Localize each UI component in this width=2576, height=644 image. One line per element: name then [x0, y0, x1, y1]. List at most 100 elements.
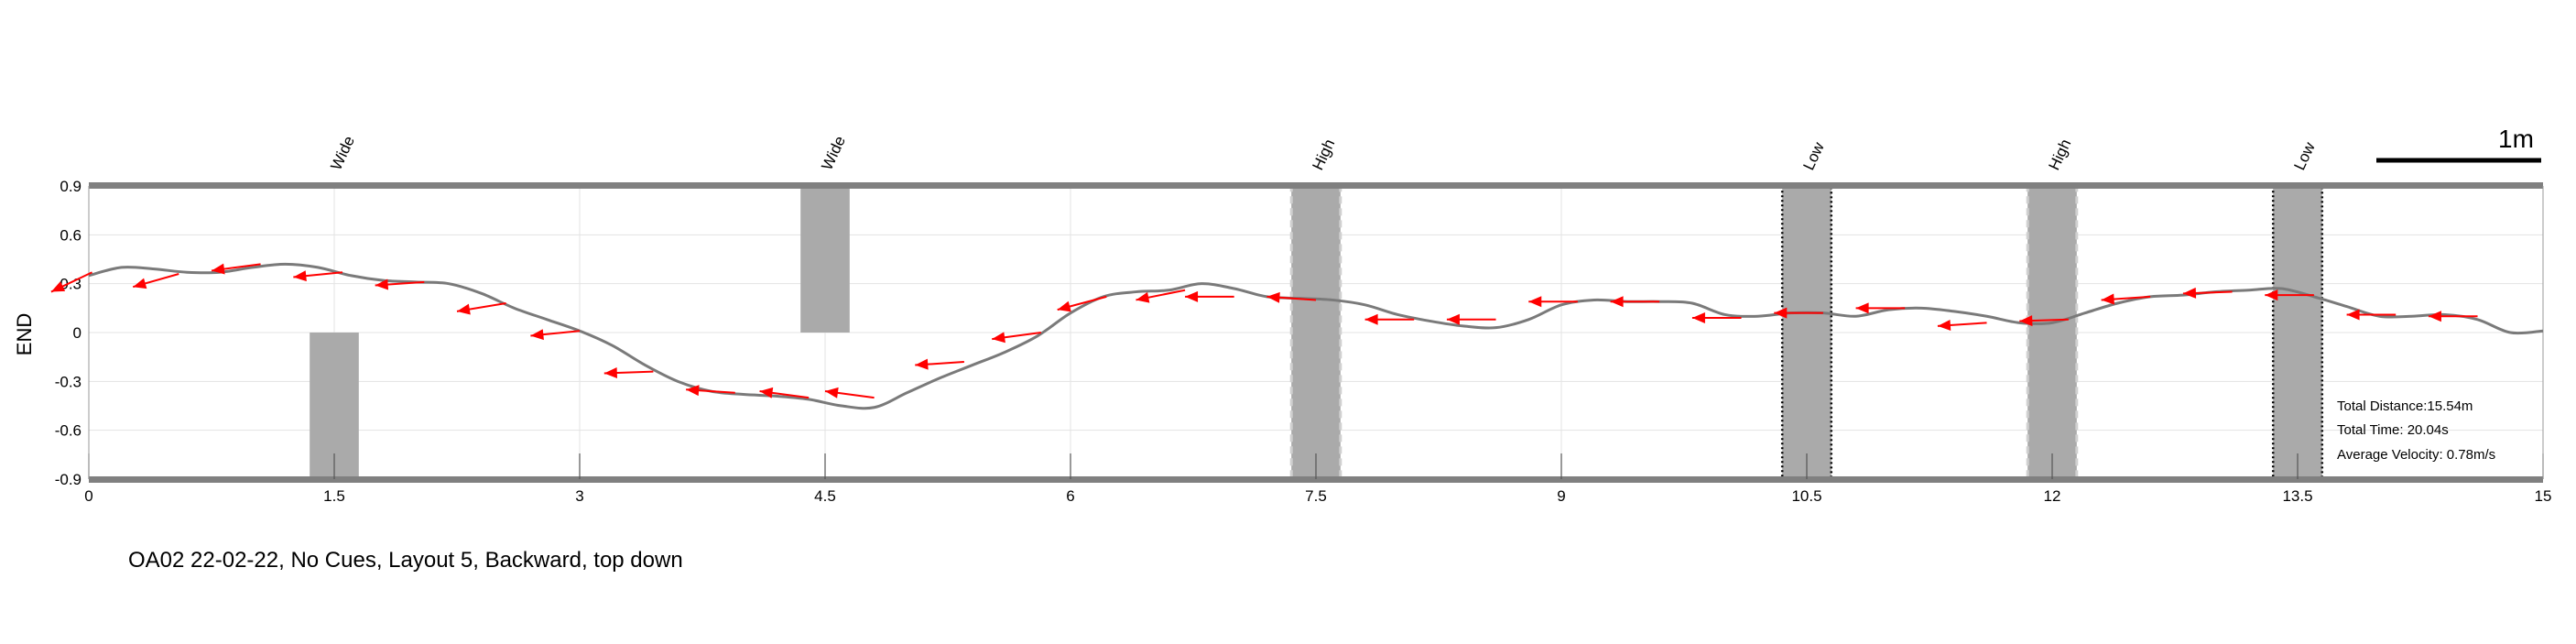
stat-total-time: Total Time: 20.04s	[2337, 422, 2449, 438]
heading-arrow	[915, 358, 964, 370]
obstacle-wide	[800, 186, 850, 333]
heading-arrow	[1937, 319, 1987, 331]
heading-arrow	[1057, 295, 1107, 312]
heading-arrow-head	[1855, 302, 1869, 314]
trajectory-series	[88, 262, 2544, 410]
heading-arrow-head	[2019, 315, 2033, 327]
heading-arrow-head	[825, 387, 839, 398]
heading-arrow	[456, 302, 506, 315]
x-tick-label: 0	[84, 487, 92, 505]
figure-caption: OA02 22-02-22, No Cues, Layout 5, Backwa…	[128, 548, 683, 573]
heading-arrow	[1136, 289, 1186, 303]
heading-arrow-head	[2346, 309, 2360, 321]
stat-average-velocity: Average Velocity: 0.78m/s	[2337, 447, 2495, 463]
x-tick-label: 7.5	[1305, 487, 1327, 505]
heading-arrow-head	[2182, 287, 2197, 299]
heading-arrow	[1185, 290, 1234, 302]
y-tick-label: 0.6	[60, 226, 82, 244]
heading-arrow-head	[133, 278, 147, 289]
heading-arrow	[2428, 311, 2478, 322]
heading-arrow	[132, 273, 179, 289]
heading-arrow-head	[1610, 296, 1624, 308]
x-tick-label: 9	[1557, 487, 1565, 505]
heading-arrow-head	[457, 303, 471, 315]
heading-arrow-head	[2428, 311, 2441, 322]
heading-arrow	[1266, 291, 1317, 303]
obstacle-label-low: Low	[2290, 139, 2319, 173]
x-tick-label: 15	[2535, 487, 2552, 505]
bottom-boundary	[89, 476, 2543, 483]
heading-arrow-head	[1136, 291, 1150, 303]
heading-arrow	[293, 270, 343, 282]
heading-arrow-head	[50, 281, 66, 292]
y-tick-label: 0.9	[60, 178, 82, 195]
heading-arrow-head	[375, 278, 389, 290]
y-tick-label: -0.6	[55, 422, 82, 440]
heading-arrow-head	[2101, 293, 2114, 305]
top-boundary	[89, 182, 2543, 189]
stats-box: Total Distance:15.54m Total Time: 20.04s…	[2337, 398, 2495, 463]
track-boundaries	[89, 182, 2543, 483]
x-tick-label: 10.5	[1791, 487, 1821, 505]
heading-arrow	[2265, 289, 2314, 301]
heading-arrows	[50, 263, 2478, 399]
heading-arrow	[1774, 307, 1823, 319]
obstacle-label-wide: Wide	[818, 134, 849, 173]
obstacle-label-high: High	[2045, 136, 2074, 173]
x-tick-label: 4.5	[814, 487, 836, 505]
trajectory-line	[88, 262, 2544, 410]
x-tick-label: 12	[2044, 487, 2061, 505]
obstacle-high	[2026, 184, 2079, 481]
heading-arrow-head	[212, 263, 225, 275]
obstacle-labels: Wide Wide High Low High Low	[327, 134, 2319, 173]
stat-total-distance: Total Distance:15.54m	[2337, 398, 2473, 414]
x-tick-label: 13.5	[2282, 487, 2312, 505]
heading-arrow-head	[1528, 296, 1542, 308]
heading-arrow	[1855, 302, 1906, 314]
heading-arrow	[1610, 296, 1660, 308]
heading-arrow	[1364, 313, 1415, 325]
heading-arrow-head	[1364, 313, 1378, 325]
obstacle-low	[1780, 184, 1833, 481]
heading-arrow-head	[759, 387, 774, 398]
obstacle-label-high: High	[1309, 136, 1338, 173]
heading-arrow	[992, 332, 1041, 344]
heading-arrow-head	[1774, 307, 1788, 319]
heading-arrow-head	[1446, 313, 1460, 325]
x-tick-label: 6	[1066, 487, 1074, 505]
heading-arrow	[603, 366, 654, 378]
heading-arrow	[530, 329, 581, 341]
x-tick-label: 1.5	[323, 487, 345, 505]
heading-arrow-head	[915, 358, 929, 370]
y-tick-label: -0.3	[55, 373, 82, 390]
y-tick-label: -0.9	[55, 471, 82, 488]
heading-arrow-head	[686, 385, 700, 397]
scale-bar-label: 1m	[2498, 125, 2534, 153]
obstacle-high	[1289, 184, 1342, 481]
heading-arrow	[2182, 287, 2233, 299]
obstacle-low	[2271, 184, 2324, 481]
heading-arrow	[759, 387, 810, 399]
heading-arrow-head	[1691, 312, 1705, 323]
heading-arrow-head	[293, 270, 307, 282]
heading-arrow	[211, 263, 261, 275]
heading-arrow-head	[1937, 319, 1951, 331]
heading-arrow	[686, 385, 735, 397]
heading-arrow	[824, 387, 875, 399]
heading-arrow	[375, 278, 425, 290]
heading-arrow-head	[1266, 291, 1280, 303]
y-tick-label: 0	[73, 324, 82, 342]
heading-arrow-head	[2265, 289, 2278, 301]
obstacle-label-wide: Wide	[327, 134, 358, 173]
heading-arrow-head	[1185, 290, 1199, 302]
heading-arrow	[2101, 293, 2151, 305]
heading-arrow-head	[603, 366, 617, 378]
obstacle-label-low: Low	[1799, 139, 1828, 173]
scale-bar: 1m	[2376, 125, 2541, 163]
heading-arrow	[2346, 309, 2397, 321]
heading-arrow	[50, 271, 93, 293]
heading-arrow	[1446, 313, 1496, 325]
y-axis-label: END	[13, 313, 36, 355]
heading-arrow	[2019, 315, 2069, 327]
